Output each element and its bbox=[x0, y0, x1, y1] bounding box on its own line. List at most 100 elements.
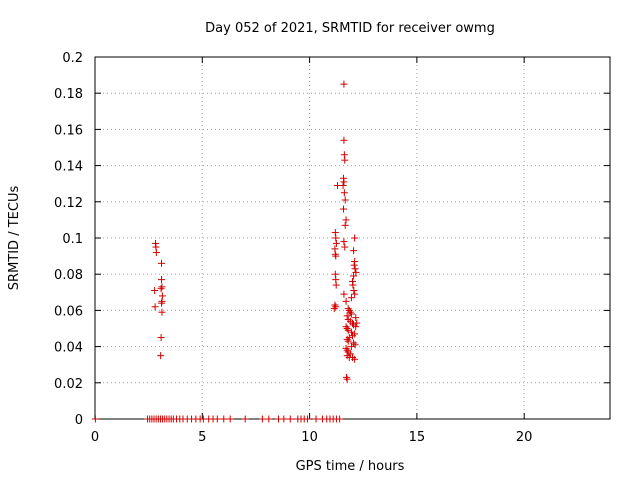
data-point bbox=[332, 281, 340, 289]
y-tick-label: 0.16 bbox=[54, 123, 83, 138]
y-tick-label: 0.06 bbox=[54, 304, 83, 319]
data-point bbox=[303, 415, 311, 423]
data-point bbox=[152, 248, 160, 256]
data-point bbox=[265, 415, 273, 423]
data-point bbox=[343, 375, 351, 383]
data-point bbox=[158, 259, 166, 267]
data-points bbox=[91, 80, 361, 423]
data-point bbox=[347, 294, 355, 302]
data-point bbox=[226, 415, 234, 423]
data-point bbox=[352, 314, 360, 322]
data-point bbox=[332, 303, 340, 311]
data-point bbox=[157, 285, 165, 293]
y-tick-label: 0.2 bbox=[62, 51, 83, 66]
data-point bbox=[213, 415, 221, 423]
data-point bbox=[341, 243, 349, 251]
data-point bbox=[350, 286, 358, 294]
data-point bbox=[346, 350, 354, 358]
data-point bbox=[351, 290, 359, 298]
data-point bbox=[332, 252, 340, 260]
data-point bbox=[336, 415, 344, 423]
x-tick-label: 10 bbox=[301, 430, 318, 445]
y-tick-label: 0.04 bbox=[54, 341, 83, 356]
data-point bbox=[340, 290, 348, 298]
x-tick-label: 15 bbox=[409, 430, 426, 445]
data-point bbox=[352, 323, 360, 331]
data-point bbox=[351, 341, 359, 349]
data-point bbox=[158, 299, 166, 307]
data-point bbox=[344, 337, 352, 345]
y-tick-label: 0.12 bbox=[54, 196, 83, 211]
data-point bbox=[258, 415, 266, 423]
data-point bbox=[351, 355, 359, 363]
data-point bbox=[350, 261, 358, 269]
data-point bbox=[220, 415, 228, 423]
data-point bbox=[344, 305, 352, 313]
data-point bbox=[157, 352, 165, 360]
y-tick-label: 0.1 bbox=[62, 232, 83, 247]
data-point bbox=[340, 80, 348, 88]
data-point bbox=[351, 265, 359, 273]
data-point bbox=[158, 308, 166, 316]
data-point bbox=[353, 319, 361, 327]
data-point bbox=[341, 156, 349, 164]
data-point bbox=[346, 308, 354, 316]
data-point bbox=[339, 205, 347, 213]
y-tick-label: 0 bbox=[75, 413, 83, 428]
x-tick-label: 20 bbox=[516, 430, 533, 445]
data-point bbox=[350, 272, 358, 280]
data-point bbox=[347, 310, 355, 318]
grid bbox=[95, 57, 610, 419]
data-point bbox=[343, 335, 351, 343]
data-point bbox=[333, 182, 341, 190]
data-point bbox=[347, 328, 355, 336]
data-point bbox=[158, 283, 166, 291]
data-point bbox=[340, 178, 348, 186]
data-point bbox=[332, 239, 340, 247]
y-tick-label: 0.14 bbox=[54, 160, 83, 175]
data-point bbox=[158, 276, 166, 284]
data-point bbox=[343, 325, 351, 332]
data-point bbox=[342, 216, 350, 224]
data-point bbox=[342, 297, 350, 305]
data-point bbox=[349, 281, 357, 289]
data-point bbox=[330, 305, 338, 313]
data-point bbox=[151, 303, 159, 311]
data-point bbox=[331, 301, 339, 309]
data-point bbox=[341, 221, 349, 229]
chart-title: Day 052 of 2021, SRMTID for receiver owm… bbox=[205, 21, 495, 36]
data-point bbox=[352, 268, 360, 276]
data-point bbox=[312, 415, 320, 423]
x-axis-label: GPS time / hours bbox=[296, 459, 405, 474]
data-point bbox=[350, 247, 358, 255]
axis-ticks: 0 0.02 0.04 0.06 0.08 0.1 0.12 0.14 0.16 0.18 0.2 0… bbox=[54, 51, 610, 445]
x-tick-label: 0 bbox=[91, 430, 99, 445]
data-point bbox=[332, 234, 340, 242]
data-point bbox=[347, 343, 355, 351]
data-point bbox=[157, 334, 165, 342]
data-point bbox=[344, 326, 352, 334]
x-tick-label: 5 bbox=[198, 430, 206, 445]
data-point bbox=[342, 373, 350, 381]
data-point bbox=[343, 312, 351, 320]
y-tick-label: 0.18 bbox=[54, 87, 83, 102]
data-point bbox=[350, 339, 358, 347]
y-tick-label: 0.02 bbox=[54, 377, 83, 392]
data-point bbox=[351, 234, 359, 242]
data-point bbox=[340, 136, 348, 144]
data-point bbox=[341, 196, 349, 204]
data-point bbox=[241, 415, 249, 423]
data-point bbox=[280, 415, 288, 423]
data-point bbox=[345, 306, 353, 314]
data-point bbox=[342, 344, 350, 352]
y-axis-label: SRMTID / TECUs bbox=[7, 186, 22, 291]
data-point bbox=[91, 415, 99, 423]
data-point bbox=[340, 189, 348, 197]
y-tick-label: 0.08 bbox=[54, 268, 83, 283]
data-point bbox=[342, 323, 350, 331]
data-point bbox=[151, 286, 159, 294]
data-point bbox=[340, 238, 348, 246]
data-point bbox=[351, 330, 359, 338]
data-point bbox=[286, 415, 294, 423]
